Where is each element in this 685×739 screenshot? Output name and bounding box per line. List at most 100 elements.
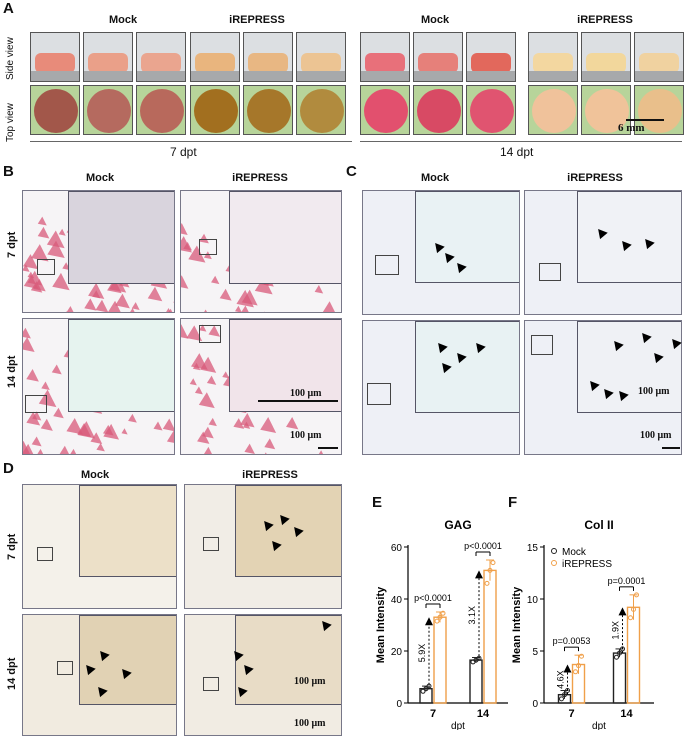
stain-fragment: [66, 417, 84, 435]
legend-label: Mock: [562, 547, 587, 558]
stain-fragment: [115, 293, 130, 309]
bar-mock: [612, 652, 627, 704]
x-tick-label: 7: [430, 708, 436, 720]
legend-label: iREPRESS: [562, 559, 612, 570]
stain-fragment: [173, 301, 174, 303]
scaffold-top-photo: [30, 85, 80, 135]
stain-fragment: [27, 270, 43, 286]
stain-fragment: [121, 428, 128, 435]
fold-arrowhead: [425, 617, 433, 626]
y-tick-label: 15: [527, 543, 539, 554]
data-point: [620, 646, 625, 652]
inset-d-irepress-14dpt: [235, 615, 341, 705]
scaffold-side-photo: [296, 32, 346, 82]
stain-fragment: [23, 254, 39, 270]
x-tick-label: 14: [620, 708, 633, 720]
timepoint-label-7dpt: 7 dpt: [170, 145, 197, 159]
micrograph-c-mock-14dpt: [362, 320, 520, 455]
divider-7dpt: [30, 141, 352, 142]
x-axis-label: dpt: [592, 721, 606, 730]
inset-c-mock-14dpt: [415, 321, 519, 413]
stain-fragment: [26, 411, 41, 426]
stain-fragment: [37, 216, 47, 226]
stain-fragment: [166, 430, 174, 443]
roi-box: [203, 537, 219, 551]
micrograph-b-irepress-14dpt: [180, 318, 342, 455]
stain-fragment: [202, 426, 214, 439]
stain-fragment: [131, 302, 140, 310]
stain-fragment: [186, 325, 203, 342]
scale-label-d-inset: 100 μm: [294, 676, 326, 687]
stain-fragment: [189, 378, 197, 386]
fold-arrowhead: [475, 570, 483, 579]
micrograph-d-irepress-14dpt: [184, 614, 342, 736]
panel-label-b: B: [3, 163, 14, 180]
inset-b-mock-7dpt: [68, 191, 174, 284]
stain-fragment: [70, 448, 77, 454]
stain-fragment: [37, 226, 50, 239]
roi-box: [375, 255, 399, 275]
scaffold-side-photo: [83, 32, 133, 82]
roi-box: [531, 335, 553, 355]
stain-fragment: [254, 276, 273, 295]
stain-fragment: [41, 381, 50, 391]
stain-fragment: [47, 240, 65, 259]
data-point: [628, 615, 633, 621]
stain-fragment: [66, 305, 74, 312]
stain-fragment: [197, 431, 210, 444]
p-value-label: p<0.0001: [414, 593, 452, 603]
stain-fragment: [59, 445, 69, 454]
row-label-b-7dpt: 7 dpt: [6, 231, 18, 258]
stain-fragment: [264, 438, 276, 450]
y-axis-label: Mean Intensity: [511, 586, 523, 663]
scaffold-top-photo: [466, 85, 516, 135]
stain-fragment: [235, 305, 242, 312]
scaffold-top-photo: [360, 85, 410, 135]
stain-fragment: [90, 432, 103, 444]
stain-fragment: [318, 450, 324, 454]
micrograph-c-mock-7dpt: [362, 190, 520, 315]
scale-label-d-main: 100 μm: [294, 718, 326, 729]
roi-box: [57, 661, 73, 675]
y-tick-label: 10: [527, 595, 539, 606]
roi-box: [37, 259, 55, 275]
scale-bar-c-main: [662, 447, 680, 449]
stain-fragment: [37, 448, 44, 454]
inset-b-irepress-14dpt: [229, 319, 341, 412]
stain-fragment: [31, 436, 42, 447]
stain-fragment: [188, 245, 206, 263]
chart-title: Col II: [584, 518, 613, 532]
y-tick-label: 0: [532, 699, 538, 710]
data-point: [484, 580, 490, 586]
stain-fragment: [264, 311, 265, 312]
fold-arrowhead: [563, 664, 572, 673]
inset-c-irepress-7dpt: [577, 191, 681, 283]
row-label-side-view: Side view: [5, 37, 16, 80]
stain-fragment: [181, 236, 192, 253]
data-point: [617, 650, 622, 656]
chart-col-ii: Col II 0 5 10 15 Mean Intensity 7 4.6X p=0.0053 1…: [511, 518, 654, 730]
y-tick-label: 40: [391, 595, 403, 606]
scaffold-top-photo: [528, 85, 578, 135]
stain-fragment: [166, 307, 171, 312]
p-value-label: p=0.0001: [608, 576, 646, 586]
stain-fragment: [181, 275, 189, 289]
roi-box: [37, 547, 53, 561]
data-point: [631, 606, 636, 612]
stain-fragment: [95, 299, 109, 312]
p-value-label: p<0.0001: [464, 541, 502, 551]
micrograph-b-mock-7dpt: [22, 190, 175, 313]
x-tick-label: 14: [477, 708, 490, 720]
scale-bar-b-inset: [258, 400, 338, 402]
chart-gag: GAG 0 20 40 60 Mean Intensity 7 5.9X p<0.0001 14 3…: [375, 518, 508, 730]
data-point: [576, 663, 581, 669]
data-point: [420, 688, 426, 694]
stain-fragment: [192, 362, 201, 371]
stain-fragment: [65, 311, 67, 312]
data-point: [562, 692, 567, 698]
bar-mock: [469, 659, 483, 704]
stain-fragment: [23, 327, 31, 339]
y-tick-label: 5: [532, 647, 538, 658]
data-point: [476, 655, 482, 661]
stain-fragment: [194, 386, 203, 395]
